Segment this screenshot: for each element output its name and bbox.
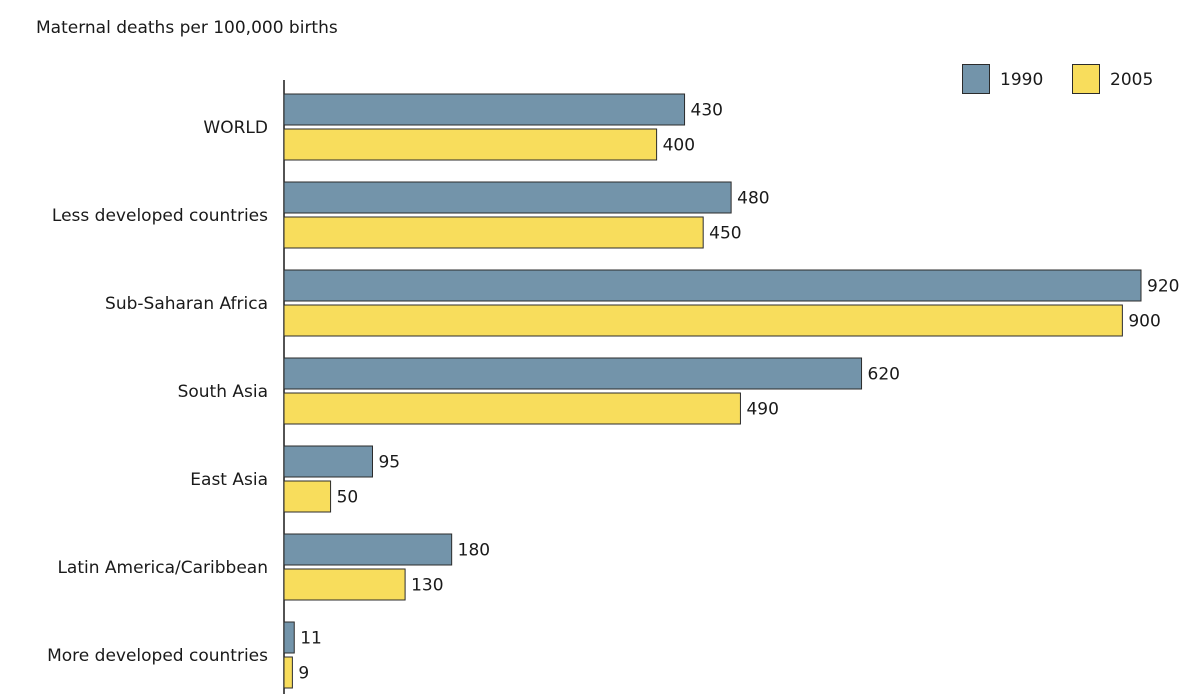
category-group: 11 9 More developed countries	[47, 621, 322, 689]
category-label: East Asia	[190, 470, 268, 490]
data-label: 9	[298, 664, 309, 684]
data-label: 50	[337, 488, 359, 508]
bar-2005	[283, 216, 704, 249]
category-group: 920 900 Sub-Saharan Africa	[105, 269, 1179, 337]
bar-1990	[283, 621, 295, 654]
bar-2005	[283, 480, 332, 513]
bar-1990	[283, 181, 732, 214]
category-label: South Asia	[178, 382, 268, 402]
legend-label-2005: 2005	[1110, 70, 1154, 90]
data-label: 480	[737, 189, 769, 209]
bar-1990	[283, 357, 863, 390]
category-label: Less developed countries	[52, 206, 268, 226]
data-label: 430	[691, 101, 723, 121]
category-group: 95 50 East Asia	[190, 445, 400, 513]
bar-2005	[283, 304, 1123, 337]
category-group: 480 450 Less developed countries	[52, 181, 770, 249]
category-label: Latin America/Caribbean	[57, 558, 268, 578]
category-label: WORLD	[203, 118, 268, 138]
category-group: 180 130 Latin America/Caribbean	[57, 533, 490, 601]
data-label: 11	[300, 629, 322, 649]
data-label: 130	[411, 576, 443, 596]
legend-item-2005: 2005	[1072, 64, 1183, 96]
bar-2005	[283, 568, 406, 601]
bar-1990	[283, 533, 453, 566]
chart-title: Maternal deaths per 100,000 births	[36, 18, 338, 38]
data-label: 180	[458, 541, 490, 561]
category-label: More developed countries	[47, 646, 268, 666]
data-label: 900	[1128, 312, 1160, 332]
data-label: 620	[868, 365, 900, 385]
bar-1990	[283, 445, 373, 478]
bar-2005	[283, 656, 293, 689]
legend-swatch-2005	[1072, 64, 1100, 94]
legend-label-1990: 1990	[1000, 70, 1044, 90]
data-label: 450	[709, 224, 741, 244]
legend-swatch-1990	[962, 64, 990, 94]
data-label: 400	[663, 136, 695, 156]
bar-2005	[283, 392, 741, 425]
category-group: 620 490 South Asia	[178, 357, 900, 425]
bar-1990	[283, 269, 1142, 302]
bar-1990	[283, 93, 686, 126]
data-label: 920	[1147, 277, 1179, 297]
category-label: Sub-Saharan Africa	[105, 294, 268, 314]
category-group: 430 400 WORLD	[203, 93, 723, 161]
data-label: 490	[746, 400, 778, 420]
bar-2005	[283, 128, 658, 161]
legend-item-1990: 1990	[962, 64, 1082, 96]
data-label: 95	[378, 453, 400, 473]
